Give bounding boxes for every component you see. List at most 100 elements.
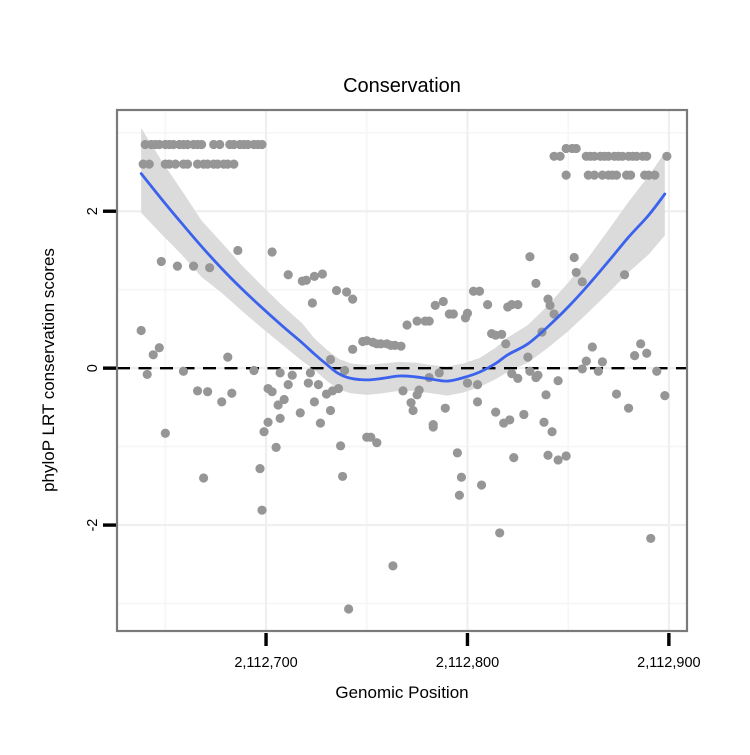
scatter-point (438, 296, 448, 307)
scatter-point (549, 309, 559, 319)
confidence-band (141, 128, 665, 396)
scatter-point (462, 378, 473, 388)
scatter-point (454, 490, 465, 500)
scatter-point (348, 294, 358, 304)
scatter-point (662, 151, 672, 161)
y-tick-label: -2 (85, 519, 101, 532)
scatter-point (192, 386, 203, 396)
scatter-point (571, 267, 581, 278)
scatter-point (434, 368, 444, 378)
scatter-point (646, 533, 656, 544)
scatter-point (182, 159, 193, 169)
scatter-point (589, 170, 599, 180)
scatter-point (456, 472, 467, 482)
scatter-point (611, 170, 622, 180)
scatter-point (271, 442, 281, 452)
chart-title: Conservation (343, 75, 461, 97)
scatter-point (263, 417, 273, 427)
scatter-point (660, 391, 670, 401)
scatter-point (626, 170, 636, 180)
scatter-point (388, 561, 398, 571)
scatter-point (561, 451, 571, 461)
scatter-point (452, 448, 462, 458)
scatter-point (571, 143, 581, 154)
scatter-point (160, 428, 170, 438)
scatter-point (337, 471, 348, 482)
scatter-point (348, 344, 358, 354)
y-axis-label: phyloP LRT conservation scores (39, 248, 58, 492)
scatter-point (593, 366, 603, 376)
scatter-point (267, 247, 277, 257)
scatter-point (472, 397, 483, 407)
scatter-point (543, 450, 553, 460)
scatter-point (414, 385, 424, 395)
scatter-point (144, 159, 154, 169)
scatter-point (513, 299, 523, 310)
scatter-point (170, 159, 181, 169)
scatter-point (287, 370, 297, 380)
scatter-point (205, 263, 215, 273)
scatter-point (587, 342, 597, 352)
scatter-point (525, 366, 535, 376)
y-tick-label: 0 (85, 364, 101, 372)
scatter-point (505, 415, 515, 425)
scatter-point (577, 277, 587, 287)
scatter-point (283, 270, 293, 280)
scatter-point (229, 159, 239, 169)
scatter-point (611, 389, 622, 399)
scatter-point (283, 380, 293, 390)
scatter-point (342, 287, 352, 297)
scatter-point (372, 438, 382, 448)
scatter-point (305, 368, 315, 378)
scatter-point (509, 452, 519, 463)
scatter-point (597, 357, 608, 367)
scatter-point (408, 405, 418, 416)
scatter-point (335, 441, 346, 451)
x-tick-label: 2,112,700 (234, 655, 297, 671)
scatter-point (325, 405, 336, 416)
scatter-point (199, 473, 209, 483)
scatter-point (483, 299, 493, 310)
scatter-point (642, 348, 652, 358)
scatter-point (430, 300, 440, 310)
confidence-band-area (141, 128, 665, 396)
scatter-point (217, 397, 227, 407)
scatter-point (424, 316, 434, 326)
scatter-point (523, 352, 533, 362)
x-axis-ticks: 2,112,700 2,112,800 2,112,900 (234, 633, 701, 671)
scatter-point (344, 604, 354, 614)
scatter-point (156, 256, 166, 267)
scatter-point (309, 271, 319, 281)
scatter-point (303, 378, 313, 388)
scatter-point (188, 261, 199, 271)
scatter-point (619, 270, 630, 280)
scatter-points (136, 139, 672, 614)
smooth-line-path (139, 172, 667, 383)
scatter-point (547, 427, 557, 437)
scatter-point (513, 373, 523, 383)
scatter-point (339, 365, 350, 376)
scatter-point (495, 528, 505, 538)
scatter-point (249, 365, 259, 376)
scatter-point (406, 398, 416, 408)
scatter-point (136, 325, 146, 336)
scatter-point (533, 370, 543, 380)
scatter-point (553, 455, 563, 465)
scatter-point (257, 505, 267, 515)
scatter-point (203, 387, 213, 397)
scatter-point (642, 151, 652, 161)
scatter-point (331, 285, 342, 296)
scatter-point (462, 308, 473, 318)
scatter-point (428, 422, 438, 432)
scatter-point (313, 380, 324, 390)
scatter-point (476, 480, 487, 490)
scatter-point (273, 400, 283, 410)
scatter-point (233, 245, 243, 256)
scatter-point (196, 139, 207, 150)
scatter-point (315, 418, 326, 428)
scatter-point (525, 252, 535, 262)
scatter-point (215, 139, 225, 150)
scatter-point (545, 300, 555, 310)
scatter-point (561, 170, 571, 180)
